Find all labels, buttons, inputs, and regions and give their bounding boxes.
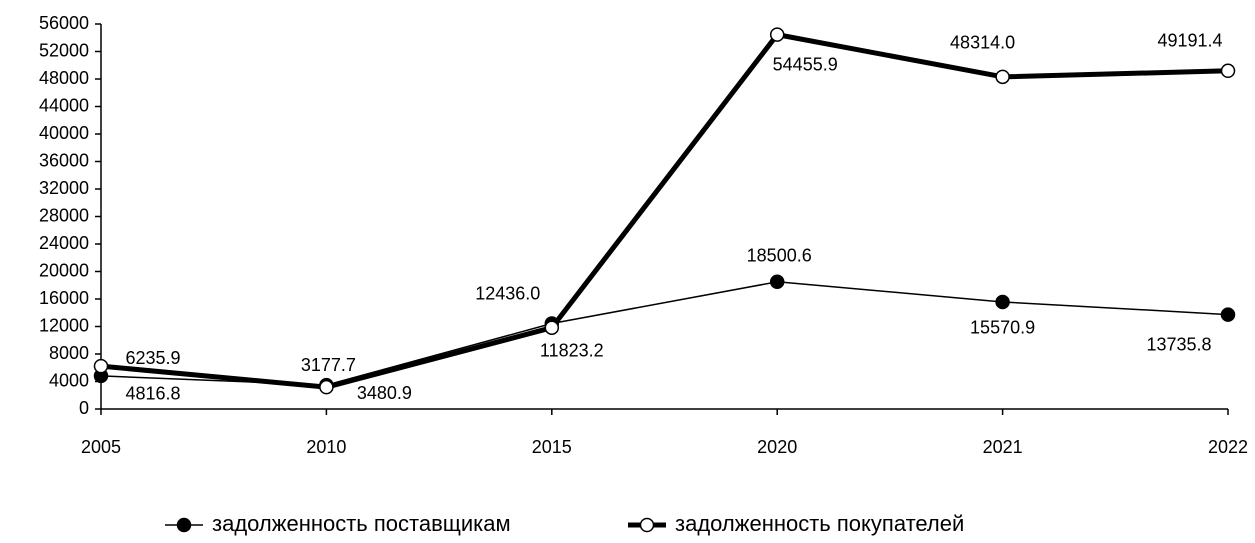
point xyxy=(769,27,785,42)
y-tick-label: 20000 xyxy=(39,260,89,280)
y-tick-label: 4000 xyxy=(49,370,89,390)
x-tick-label: 2020 xyxy=(757,437,797,457)
point xyxy=(1220,307,1236,322)
data-label: 11823.2 xyxy=(540,340,604,360)
y-tick-label: 40000 xyxy=(39,123,89,143)
y-tick-label: 36000 xyxy=(39,150,89,170)
data-label: 54455.9 xyxy=(773,54,838,74)
legend-label: задолженность поставщикам xyxy=(212,511,511,536)
data-label: 4816.8 xyxy=(125,384,180,404)
data-label: 18500.6 xyxy=(747,246,812,266)
point xyxy=(1220,63,1236,79)
data-label: 3177.7 xyxy=(301,355,356,375)
point xyxy=(769,274,785,290)
point xyxy=(995,294,1010,310)
y-tick-label: 24000 xyxy=(39,233,89,253)
data-label: 49191.4 xyxy=(1157,31,1222,51)
x-tick-label: 2005 xyxy=(81,437,121,457)
point xyxy=(544,320,560,335)
x-tick-label: 2021 xyxy=(983,437,1023,457)
point xyxy=(995,69,1010,85)
y-tick-label: 0 xyxy=(79,398,89,418)
data-label: 12436.0 xyxy=(475,283,540,303)
y-tick-label: 28000 xyxy=(39,205,89,225)
data-label: 13735.8 xyxy=(1146,334,1211,354)
data-label: 6235.9 xyxy=(125,348,180,368)
data-label: 3480.9 xyxy=(357,383,412,403)
series-line xyxy=(100,281,1229,386)
x-tick-label: 2022 xyxy=(1208,437,1248,457)
y-tick-label: 52000 xyxy=(39,40,89,60)
y-tick-label: 32000 xyxy=(39,178,89,198)
y-tick-label: 56000 xyxy=(39,13,89,33)
y-tick-label: 44000 xyxy=(39,95,89,115)
y-tick-label: 8000 xyxy=(49,343,89,363)
y-tick-label: 48000 xyxy=(39,68,89,88)
series-line xyxy=(100,32,1229,390)
x-tick-label: 2010 xyxy=(306,437,346,457)
data-label: 15570.9 xyxy=(970,318,1035,338)
legend-label: задолженность покупателей xyxy=(675,511,964,536)
point xyxy=(319,379,334,395)
point xyxy=(93,358,109,374)
data-label: 48314.0 xyxy=(950,33,1015,53)
y-tick-label: 16000 xyxy=(39,288,89,308)
x-tick-label: 2015 xyxy=(532,437,572,457)
legend-marker xyxy=(639,517,655,533)
y-tick-label: 12000 xyxy=(39,315,89,335)
legend-marker xyxy=(176,517,192,533)
